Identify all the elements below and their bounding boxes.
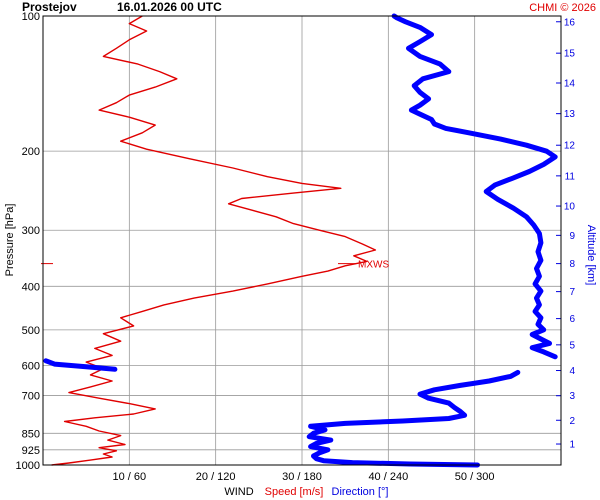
direction-series-line bbox=[43, 358, 118, 372]
pressure-tick-labels: 100 200 300 400 500 600 700 850 925 1000 bbox=[16, 11, 40, 472]
altitude-tick-label: 8 bbox=[569, 259, 575, 270]
altitude-tick-label: 13 bbox=[564, 109, 576, 120]
pressure-tick-label: 100 bbox=[22, 11, 40, 23]
speed-axis-label: Speed [m/s] bbox=[265, 486, 324, 498]
chart-datetime-title: 16.01.2026 00 UTC bbox=[117, 0, 222, 14]
pressure-tick-label: 400 bbox=[22, 281, 40, 293]
mxws-label: MXWS bbox=[358, 260, 389, 271]
data-series bbox=[43, 13, 558, 468]
direction-axis-label: Direction [°] bbox=[332, 486, 389, 498]
pressure-tick-label: 300 bbox=[22, 225, 40, 237]
wind-tick-label: 50 / 300 bbox=[455, 471, 495, 483]
wind-tick-label: 10 / 60 bbox=[113, 471, 147, 483]
altitude-tick-label: 1 bbox=[569, 440, 575, 451]
pressure-tick-label: 1000 bbox=[16, 460, 40, 472]
altitude-tick-label: 9 bbox=[569, 231, 575, 242]
direction-series-line bbox=[391, 13, 558, 360]
wind-tick-label: 20 / 120 bbox=[196, 471, 236, 483]
pressure-tick-label: 600 bbox=[22, 360, 40, 372]
wind-axis-label: WIND bbox=[224, 486, 253, 498]
wind-tick-label: 30 / 180 bbox=[282, 471, 322, 483]
altitude-tick-label: 5 bbox=[569, 340, 575, 351]
chart-station-title: Prostejov bbox=[22, 0, 77, 14]
altitude-tick-label: 2 bbox=[569, 416, 575, 427]
pressure-tick-label: 200 bbox=[22, 146, 40, 158]
direction-series-line bbox=[306, 369, 521, 468]
pressure-tick-label: 500 bbox=[22, 325, 40, 337]
altitude-tick-label: 11 bbox=[565, 171, 576, 182]
altitude-axis-label: Altitude [km] bbox=[585, 225, 597, 286]
wind-tick-label: 40 / 240 bbox=[368, 471, 408, 483]
plot-frame bbox=[42, 15, 562, 466]
altitude-tick-label: 14 bbox=[564, 78, 576, 89]
pressure-tick-label: 925 bbox=[22, 445, 40, 457]
altitude-tick-label: 12 bbox=[564, 141, 576, 152]
altitude-tick-label: 15 bbox=[564, 49, 576, 60]
altitude-tick-label: 3 bbox=[569, 391, 575, 402]
altitude-tick-label: 7 bbox=[569, 287, 575, 298]
altitude-tick-label: 10 bbox=[564, 202, 576, 213]
altitude-tick-label: 4 bbox=[569, 366, 575, 377]
chart-credit: CHMI © 2026 bbox=[529, 2, 596, 14]
pressure-tick-label: 700 bbox=[22, 390, 40, 402]
pressure-axis-label: Pressure [hPa] bbox=[4, 204, 16, 277]
wind-tick-labels: 10 / 60 20 / 120 30 / 180 40 / 240 50 / 300 bbox=[113, 471, 495, 483]
pressure-tick-label: 850 bbox=[22, 428, 40, 440]
speed-series-line bbox=[51, 15, 377, 466]
altitude-tick-label: 6 bbox=[569, 314, 575, 325]
altitude-tick-label: 16 bbox=[564, 17, 576, 28]
